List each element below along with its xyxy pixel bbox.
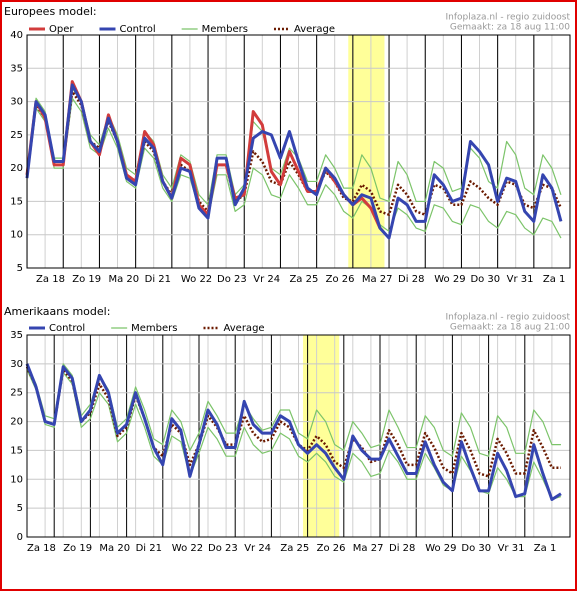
x-tick-label: Do 23: [217, 274, 247, 285]
x-tick-label: Do 23: [208, 543, 238, 554]
series-line: [25, 363, 562, 501]
x-tick-label: Za 1: [534, 543, 557, 554]
legend-label: Members: [131, 323, 177, 334]
legend-label: Members: [202, 24, 248, 35]
x-tick-label: Ma 27: [353, 543, 384, 554]
x-tick-label: Za 25: [289, 274, 318, 285]
y-tick-label: 5: [17, 503, 23, 514]
x-tick-label: Zo 26: [326, 274, 355, 285]
x-tick-label: Za 1: [543, 274, 566, 285]
chart-title: Amerikaans model:: [4, 305, 110, 318]
y-tick-label: 15: [10, 445, 23, 456]
x-tick-label: Za 25: [280, 543, 309, 554]
y-tick-label: 15: [10, 196, 23, 207]
x-tick-label: Zo 19: [72, 274, 101, 285]
y-tick-label: 0: [17, 532, 23, 543]
y-tick-label: 25: [10, 130, 23, 141]
made-label: Gemaakt: za 18 aug 21:00: [450, 323, 570, 333]
x-tick-label: Ma 20: [99, 543, 130, 554]
x-tick-label: Do 30: [470, 274, 500, 285]
source-label: Infoplaza.nl - regio zuidoost: [445, 13, 570, 23]
made-label: Gemaakt: za 18 aug 11:00: [450, 23, 570, 33]
x-tick-label: Di 28: [389, 543, 415, 554]
legend-label: Control: [49, 323, 85, 334]
series-line: [25, 83, 563, 240]
highlight-band: [348, 35, 385, 268]
legend-label: Average: [224, 323, 265, 334]
x-tick-label: Vr 31: [507, 274, 534, 285]
x-tick-label: Di 28: [398, 274, 424, 285]
x-tick-label: Do 30: [461, 543, 491, 554]
legend-label: Average: [294, 24, 335, 35]
source-label: Infoplaza.nl - regio zuidoost: [445, 313, 570, 323]
x-tick-label: Di 21: [145, 274, 171, 285]
x-tick-label: Ma 20: [108, 274, 139, 285]
y-tick-label: 10: [10, 474, 23, 485]
x-tick-label: Zo 26: [317, 543, 346, 554]
plot-border: [26, 334, 571, 538]
y-tick-label: 35: [10, 63, 23, 74]
legend-label: Oper: [49, 24, 74, 35]
plot-border: [26, 34, 571, 269]
x-tick-label: Za 18: [36, 274, 65, 285]
y-tick-label: 30: [10, 97, 23, 108]
chart-title: Europees model:: [4, 5, 97, 18]
member-line: [26, 97, 562, 239]
legend-label: Control: [119, 24, 155, 35]
member-line: [26, 87, 562, 206]
x-tick-label: Vr 24: [253, 274, 280, 285]
x-tick-label: Vr 24: [244, 543, 271, 554]
x-tick-label: Vr 31: [498, 543, 525, 554]
x-tick-label: Wo 22: [172, 543, 203, 554]
y-tick-label: 5: [17, 263, 23, 274]
x-tick-label: Di 21: [136, 543, 162, 554]
y-tick-label: 40: [10, 30, 23, 41]
x-tick-label: Zo 19: [63, 543, 92, 554]
x-tick-label: Wo 29: [434, 274, 465, 285]
x-tick-label: Ma 27: [362, 274, 393, 285]
y-tick-label: 25: [10, 388, 23, 399]
y-tick-label: 35: [10, 330, 23, 341]
y-tick-label: 20: [10, 417, 23, 428]
y-tick-label: 10: [10, 230, 23, 241]
y-tick-label: 30: [10, 359, 23, 370]
x-tick-label: Wo 22: [181, 274, 212, 285]
x-tick-label: Wo 29: [425, 543, 456, 554]
y-tick-label: 20: [10, 163, 23, 174]
x-tick-label: Za 18: [27, 543, 56, 554]
